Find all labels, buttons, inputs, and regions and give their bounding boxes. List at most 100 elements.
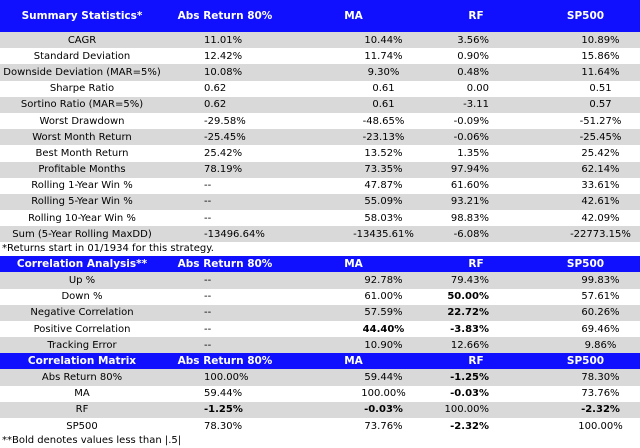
value-cell: 58.03%: [286, 210, 421, 227]
value-cell: 99.83%: [531, 272, 640, 289]
value-cell: --: [164, 210, 286, 227]
value-cell: 9.86%: [531, 337, 640, 354]
header-ma: MA: [286, 0, 421, 32]
value-cell: 79.43%: [421, 272, 531, 289]
correlation-matrix-title: Correlation Matrix: [0, 353, 164, 370]
value-cell: 11.64%: [531, 64, 640, 81]
value-cell: 78.30%: [164, 417, 286, 435]
value-cell: -0.09%: [421, 112, 531, 130]
value-cell: -1.25%: [164, 401, 286, 418]
value-cell: 57.61%: [531, 288, 640, 305]
value-cell: 0.61: [286, 96, 421, 113]
row-label: Sum (5-Year Rolling MaxDD): [0, 226, 164, 243]
value-cell: 9.30%: [286, 64, 421, 81]
table-row: Sum (5-Year Rolling MaxDD) -13496.64% -134…: [0, 226, 640, 243]
value-cell: -13435.61%: [286, 226, 421, 243]
value-cell: -0.03%: [421, 385, 531, 402]
correlation-matrix-header-row: Correlation Matrix Abs Return 80% MA RF …: [0, 353, 640, 370]
value-cell: 11.01%: [164, 32, 286, 49]
value-cell: 73.35%: [286, 161, 421, 178]
value-cell: --: [164, 288, 286, 305]
value-cell: 44.40%: [286, 321, 421, 338]
value-cell: -2.32%: [421, 417, 531, 435]
value-cell: 59.44%: [286, 369, 421, 386]
value-cell: 33.61%: [531, 177, 640, 194]
value-cell: -3.83%: [421, 321, 531, 338]
value-cell: -25.45%: [164, 129, 286, 146]
row-label: Tracking Error: [0, 337, 164, 354]
row-label: MA: [0, 385, 164, 402]
value-cell: 93.21%: [421, 193, 531, 211]
value-cell: 0.57: [531, 96, 640, 113]
value-cell: 12.42%: [164, 48, 286, 65]
row-label: Worst Drawdown: [0, 112, 164, 130]
value-cell: 61.00%: [286, 288, 421, 305]
bold-note: **Bold denotes values less than |.5|: [2, 435, 182, 447]
value-cell: -0.03%: [286, 401, 421, 418]
row-label: Up %: [0, 272, 164, 289]
value-cell: 73.76%: [286, 417, 421, 435]
table-row: Sortino Ratio (MAR=5%) 0.62 0.61 -3.11 0.57: [0, 96, 640, 113]
value-cell: -1.25%: [421, 369, 531, 386]
value-cell: 10.08%: [164, 64, 286, 81]
value-cell: --: [164, 177, 286, 194]
table-row: MA 59.44% 100.00% -0.03% 73.76%: [0, 385, 640, 402]
value-cell: -3.11: [421, 96, 531, 113]
correlation-analysis-title: Correlation Analysis**: [0, 256, 164, 273]
table-row: SP500 78.30% 73.76% -2.32% 100.00%: [0, 417, 640, 435]
row-label: Rolling 1-Year Win %: [0, 177, 164, 194]
value-cell: -23.13%: [286, 129, 421, 146]
table-row: Standard Deviation 12.42% 11.74% 0.90% 15.86…: [0, 48, 640, 65]
value-cell: 100.00%: [164, 369, 286, 386]
value-cell: --: [164, 193, 286, 211]
value-cell: 0.48%: [421, 64, 531, 81]
value-cell: -29.58%: [164, 112, 286, 130]
value-cell: 0.62: [164, 96, 286, 113]
row-label: RF: [0, 401, 164, 418]
value-cell: -48.65%: [286, 112, 421, 130]
header-ma: MA: [286, 353, 421, 370]
table-row: Downside Deviation (MAR=5%) 10.08% 9.30% 0.…: [0, 64, 640, 81]
row-label: Sharpe Ratio: [0, 80, 164, 97]
value-cell: 47.87%: [286, 177, 421, 194]
table-row: RF -1.25% -0.03% 100.00% -2.32%: [0, 401, 640, 418]
value-cell: --: [164, 337, 286, 354]
value-cell: -2.32%: [531, 401, 640, 418]
header-ma: MA: [286, 256, 421, 273]
header-rf: RF: [421, 353, 531, 370]
table-row: CAGR 11.01% 10.44% 3.56% 10.89%: [0, 32, 640, 49]
value-cell: --: [164, 321, 286, 338]
correlation-analysis-table: Correlation Analysis** Abs Return 80% MA…: [0, 256, 640, 435]
value-cell: 0.51: [531, 80, 640, 97]
table-row: Down % -- 61.00% 50.00% 57.61%: [0, 288, 640, 305]
row-label: Standard Deviation: [0, 48, 164, 65]
value-cell: -6.08%: [421, 226, 531, 243]
table-row: Abs Return 80% 100.00% 59.44% -1.25% 78.30%: [0, 369, 640, 386]
header-sp500: SP500: [531, 0, 640, 32]
summary-header-row: Summary Statistics* Abs Return 80% MA RF…: [0, 0, 640, 32]
header-sp500: SP500: [531, 256, 640, 273]
row-label: Downside Deviation (MAR=5%): [0, 64, 164, 81]
value-cell: 10.89%: [531, 32, 640, 49]
row-label: Down %: [0, 288, 164, 305]
value-cell: 25.42%: [164, 145, 286, 162]
value-cell: 92.78%: [286, 272, 421, 289]
value-cell: -22773.15%: [531, 226, 640, 243]
header-sp500: SP500: [531, 353, 640, 370]
returns-note: *Returns start in 01/1934 for this strat…: [2, 243, 214, 255]
row-label: Abs Return 80%: [0, 369, 164, 386]
table-row: Best Month Return 25.42% 13.52% 1.35% 25.42%: [0, 145, 640, 162]
row-label: CAGR: [0, 32, 164, 49]
value-cell: 42.09%: [531, 210, 640, 227]
value-cell: 62.14%: [531, 161, 640, 178]
value-cell: 13.52%: [286, 145, 421, 162]
header-abs-return: Abs Return 80%: [164, 353, 286, 370]
value-cell: 97.94%: [421, 161, 531, 178]
table-row: Rolling 5-Year Win % -- 55.09% 93.21% 42.61%: [0, 193, 640, 211]
header-rf: RF: [421, 256, 531, 273]
row-label: Negative Correlation: [0, 304, 164, 321]
row-label: Positive Correlation: [0, 321, 164, 338]
value-cell: 42.61%: [531, 193, 640, 211]
value-cell: 59.44%: [164, 385, 286, 402]
